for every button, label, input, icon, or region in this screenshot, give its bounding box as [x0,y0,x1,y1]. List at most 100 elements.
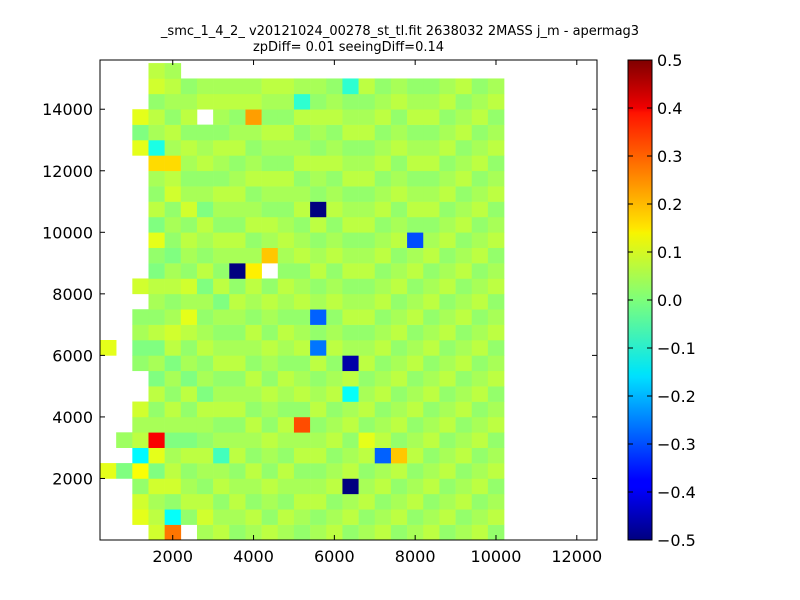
heatmap-cell [261,447,279,464]
heatmap-cell [455,386,473,402]
heatmap-cell [439,93,456,110]
heatmap-cell [439,109,456,125]
heatmap-cell [487,478,505,495]
heatmap-cell [277,247,295,264]
heatmap-cell [358,463,376,479]
heatmap-cell [471,524,489,541]
heatmap-cell [245,201,262,218]
heatmap-cell [164,340,182,356]
colorbar-tick-label: 0.1 [657,243,682,262]
heatmap-cell [164,155,182,172]
heatmap-cell [245,370,262,387]
heatmap-cell [180,463,198,479]
heatmap-cell [164,124,182,141]
x-tick-label: 10000 [471,547,522,566]
heatmap-cell [423,186,440,202]
heatmap-cell [407,416,424,433]
heatmap-cell [310,340,327,356]
heatmap-cell [439,293,456,310]
heatmap-cell [213,493,230,510]
heatmap-cell [277,370,295,387]
x-tick-label: 8000 [395,547,436,566]
heatmap-cell [245,124,262,141]
heatmap-cell [374,309,392,325]
heatmap-cell [148,401,165,418]
heatmap-cell [423,93,440,110]
heatmap-cell [164,463,182,479]
heatmap-cell [455,401,473,418]
heatmap-cell [407,340,424,356]
heatmap-cell [164,432,182,448]
heatmap-cell [390,416,408,433]
heatmap-cell [261,401,279,418]
heatmap-cell [213,201,230,218]
heatmap-cell [261,524,279,541]
heatmap-cells [100,63,505,541]
heatmap-cell [390,232,408,248]
heatmap-cell [326,463,343,479]
heatmap-cell [455,478,473,495]
heatmap-cell [471,201,489,218]
heatmap-cell [374,478,392,495]
heatmap-cell [358,78,376,95]
heatmap-cell [245,524,262,541]
heatmap-cell [277,170,295,187]
heatmap-cell [374,355,392,372]
heatmap-cell [261,201,279,218]
heatmap-cell [358,478,376,495]
heatmap-cell [293,463,311,479]
heatmap-cell [374,278,392,295]
heatmap-cell [374,493,392,510]
heatmap-cell [471,124,489,141]
heatmap-cell [471,478,489,495]
heatmap-cell [229,232,246,248]
heatmap-cell [326,509,343,525]
heatmap-cell [293,93,311,110]
heatmap-cell [310,447,327,464]
heatmap-cell [374,432,392,448]
heatmap-cell [261,355,279,372]
heatmap-cell [213,140,230,156]
heatmap-cell [407,140,424,156]
heatmap-cell [342,170,359,187]
heatmap-cell [180,309,198,325]
heatmap-cell [277,155,295,172]
heatmap-cell [213,478,230,495]
heatmap-cell [455,186,473,202]
heatmap-cell [229,386,246,402]
heatmap-cell [277,232,295,248]
heatmap-cell [487,93,505,110]
heatmap-cell [326,155,343,172]
heatmap-cell [390,432,408,448]
heatmap-cell [374,186,392,202]
heatmap-cell [374,232,392,248]
heatmap-cell [310,78,327,95]
heatmap-cell [390,109,408,125]
heatmap-cell [229,201,246,218]
heatmap-cell [229,109,246,125]
heatmap-cell [164,201,182,218]
heatmap-cell [132,401,149,418]
heatmap-cell [342,401,359,418]
heatmap-cell [439,324,456,341]
heatmap-cell [487,109,505,125]
heatmap-cell [229,170,246,187]
heatmap-cell [487,370,505,387]
heatmap-cell [277,263,295,279]
heatmap-cell [390,478,408,495]
heatmap-cell [196,493,214,510]
heatmap-cell [455,155,473,172]
heatmap-cell [390,524,408,541]
heatmap-cell [261,170,279,187]
heatmap-cell [229,416,246,433]
heatmap-cell [180,93,198,110]
heatmap-cell [471,401,489,418]
heatmap-cell [342,355,359,372]
heatmap-cell [148,493,165,510]
heatmap-cell [342,201,359,218]
heatmap-cell [196,293,214,310]
heatmap-cell [358,109,376,125]
heatmap-cell [261,293,279,310]
heatmap-cell [358,432,376,448]
heatmap-cell [213,247,230,264]
